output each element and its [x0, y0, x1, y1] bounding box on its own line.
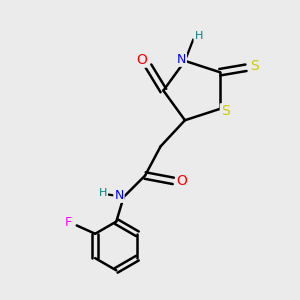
- Text: H: H: [194, 31, 203, 41]
- Text: H: H: [99, 188, 107, 198]
- Text: N: N: [114, 189, 124, 202]
- Text: F: F: [65, 216, 72, 229]
- Text: O: O: [176, 175, 187, 188]
- Text: N: N: [177, 53, 186, 66]
- Text: S: S: [250, 59, 259, 73]
- Text: O: O: [136, 52, 147, 67]
- Text: S: S: [221, 104, 230, 118]
